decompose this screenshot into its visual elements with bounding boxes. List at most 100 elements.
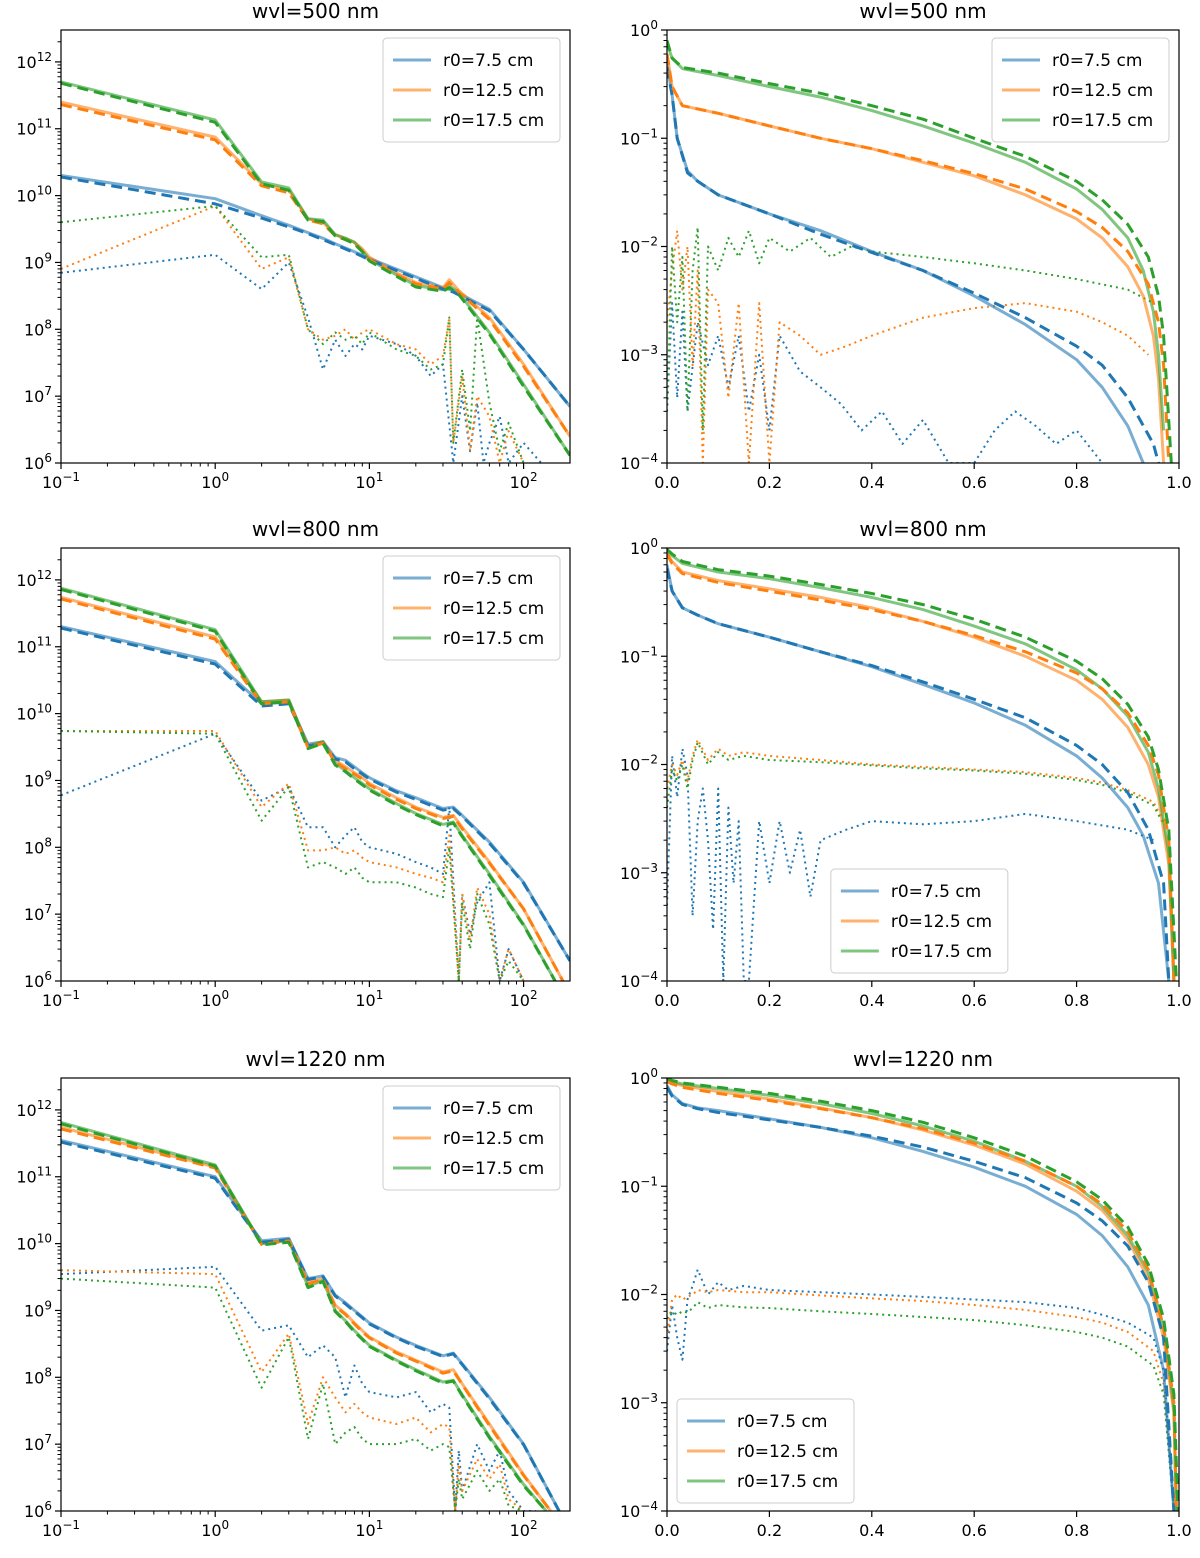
series-line-dashed-r0-17.5-cm [61, 587, 557, 981]
legend: r0=7.5 cm r0=12.5 cm r0=17.5 cm [991, 37, 1170, 143]
y-tick-label: 10−4 [620, 1499, 658, 1521]
y-tick-label: 1012 [16, 50, 52, 72]
y-tick-label: 1010 [16, 702, 52, 724]
legend-label: r0=12.5 cm [443, 599, 544, 619]
y-tick-label: 1010 [16, 184, 52, 206]
legend-box [676, 1398, 855, 1504]
axes-frame [60, 547, 571, 982]
x-tick-label: 0.6 [961, 991, 986, 1010]
legend-label: r0=17.5 cm [1052, 111, 1153, 131]
x-tick-label: 0.2 [757, 991, 782, 1010]
x-tick-label: 0.8 [1064, 473, 1089, 492]
x-tick-label: 102 [510, 988, 538, 1010]
plot-area [667, 40, 1173, 463]
x-tick-label: 100 [201, 1518, 229, 1540]
y-tick-label: 106 [24, 451, 52, 473]
x-tick-label: 0.2 [757, 473, 782, 492]
series-line-dotted-r0-7.5-cm [667, 302, 1103, 463]
y-tick-label: 1011 [16, 1165, 52, 1187]
panel-psd_500: 10−1 100 101 102 106 107 108 109 1010 1011 1012 wvl… [16, 0, 571, 492]
x-tick-label: 0.6 [961, 1521, 986, 1540]
legend-label: r0=7.5 cm [1052, 51, 1142, 71]
y-tick-label: 1010 [16, 1232, 52, 1254]
x-tick-label: 0.0 [654, 473, 679, 492]
y-tick-label: 106 [24, 1499, 52, 1521]
x-tick-label: 100 [201, 470, 229, 492]
series-line-solid-r0-7.5-cm [61, 625, 570, 962]
axes-frame [60, 1077, 571, 1512]
series-line-dotted-r0-17.5-cm [61, 205, 525, 463]
legend-label: r0=12.5 cm [443, 1129, 544, 1149]
x-tick-label: 10−1 [42, 988, 80, 1010]
x-tick-label: 0.0 [654, 1521, 679, 1540]
legend: r0=7.5 cm r0=12.5 cm r0=17.5 cm [830, 868, 1009, 974]
legend-label: r0=17.5 cm [443, 629, 544, 649]
legend-label: r0=12.5 cm [891, 912, 992, 932]
series-line-dotted-r0-12.5-cm [667, 738, 1165, 822]
series-line-solid-r0-12.5-cm [667, 552, 1176, 981]
axes-frame [60, 29, 571, 464]
x-tick-label: 0.2 [757, 1521, 782, 1540]
chart-title: wvl=800 nm [252, 517, 379, 541]
legend-label: r0=17.5 cm [443, 1159, 544, 1179]
y-tick-label: 108 [24, 1365, 52, 1387]
x-tick-label: 0.6 [961, 473, 986, 492]
series-line-dotted-r0-17.5-cm [61, 1277, 524, 1511]
series-line-dashed-r0-12.5-cm [667, 53, 1171, 463]
legend-box [382, 37, 561, 143]
series-line-dashed-r0-7.5-cm [667, 567, 1171, 981]
series-line-dotted-r0-7.5-cm [61, 253, 542, 463]
y-tick-label: 108 [24, 835, 52, 857]
series-line-dotted-r0-12.5-cm [667, 1289, 1175, 1511]
legend-label: r0=12.5 cm [1052, 81, 1153, 101]
series-line-dashed-r0-7.5-cm [667, 67, 1160, 463]
x-tick-label: 101 [355, 470, 383, 492]
y-tick-label: 10−1 [620, 1174, 658, 1196]
legend-box [382, 555, 561, 661]
y-tick-label: 10−2 [620, 753, 658, 775]
series-line-dashed-r0-12.5-cm [667, 553, 1176, 981]
legend-label: r0=7.5 cm [737, 1412, 827, 1432]
series-line-dashed-r0-7.5-cm [61, 175, 570, 408]
legend: r0=7.5 cm r0=12.5 cm r0=17.5 cm [382, 555, 561, 661]
series-line-solid-r0-12.5-cm [61, 100, 570, 438]
y-tick-label: 10−1 [620, 126, 658, 148]
x-tick-label: 101 [355, 988, 383, 1010]
x-tick-label: 0.8 [1064, 1521, 1089, 1540]
y-tick-label: 10−3 [620, 861, 658, 883]
panel-psd_800: 10−1 100 101 102 106 107 108 109 1010 1011 1012 wvl… [16, 517, 571, 1010]
panel-cdf_500: 0.0 0.2 0.4 0.6 0.8 1.0 10−4 10−3 10−2 10−1 100 wvl… [620, 0, 1192, 492]
panel-psd_1220: 10−1 100 101 102 106 107 108 109 1010 1011 1012 wvl… [16, 1047, 571, 1540]
series-line-solid-r0-12.5-cm [667, 1079, 1178, 1511]
x-tick-label: 0.0 [654, 991, 679, 1010]
y-tick-label: 10−2 [620, 1283, 658, 1305]
series-line-solid-r0-7.5-cm [61, 1138, 561, 1511]
series-line-solid-r0-12.5-cm [667, 53, 1166, 463]
plot-area [667, 548, 1178, 981]
legend-box [830, 868, 1009, 974]
x-tick-label: 0.4 [859, 473, 884, 492]
x-tick-label: 0.4 [859, 1521, 884, 1540]
legend-label: r0=7.5 cm [891, 882, 981, 902]
y-tick-label: 10−4 [620, 969, 658, 991]
series-line-dashed-r0-17.5-cm [61, 81, 570, 457]
x-tick-label: 1.0 [1166, 473, 1191, 492]
series-line-solid-r0-17.5-cm [667, 43, 1166, 431]
series-line-dotted-r0-17.5-cm [61, 730, 525, 981]
y-tick-label: 100 [630, 536, 658, 558]
y-tick-label: 10−3 [620, 343, 658, 365]
panel-cdf_1220: 0.0 0.2 0.4 0.6 0.8 1.0 10−4 10−3 10−2 10−1 100 wvl… [620, 1047, 1192, 1540]
x-tick-label: 0.8 [1064, 991, 1089, 1010]
plot-area [61, 586, 570, 981]
series-line-dotted-r0-17.5-cm [667, 226, 1154, 432]
y-tick-label: 107 [24, 902, 52, 924]
y-tick-label: 1012 [16, 568, 52, 590]
y-tick-label: 109 [24, 250, 52, 272]
x-tick-label: 10−1 [42, 470, 80, 492]
series-line-dashed-r0-7.5-cm [61, 1140, 561, 1511]
series-line-dotted-r0-12.5-cm [61, 205, 525, 463]
chart-title: wvl=800 nm [859, 517, 986, 541]
series-line-dotted-r0-12.5-cm [667, 229, 1149, 463]
legend-label: r0=17.5 cm [891, 942, 992, 962]
